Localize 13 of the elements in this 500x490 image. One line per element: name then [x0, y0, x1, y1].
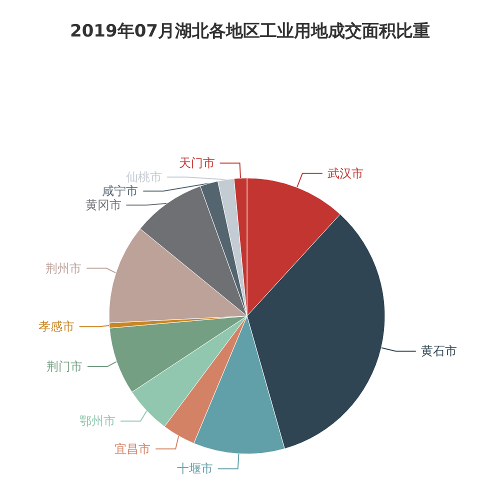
slice-label: 鄂州市 [80, 414, 116, 428]
slice-label: 黄冈市 [85, 198, 122, 212]
slice-label: 黄石市 [420, 344, 457, 358]
slice-label: 孝感市 [38, 320, 74, 334]
slice-label: 宜昌市 [114, 442, 151, 456]
slice-label: 十堰市 [176, 462, 213, 476]
slice-label: 荆州市 [46, 261, 82, 276]
slice-label: 荆门市 [46, 359, 83, 374]
chart-title: 2019年07月湖北各地区工业用地成交面积比重 [70, 22, 430, 42]
slice-label: 天门市 [178, 156, 215, 170]
slice-label: 咸宁市 [102, 184, 138, 198]
slice-label: 仙桃市 [126, 170, 162, 184]
slice-label: 武汉市 [327, 166, 364, 180]
